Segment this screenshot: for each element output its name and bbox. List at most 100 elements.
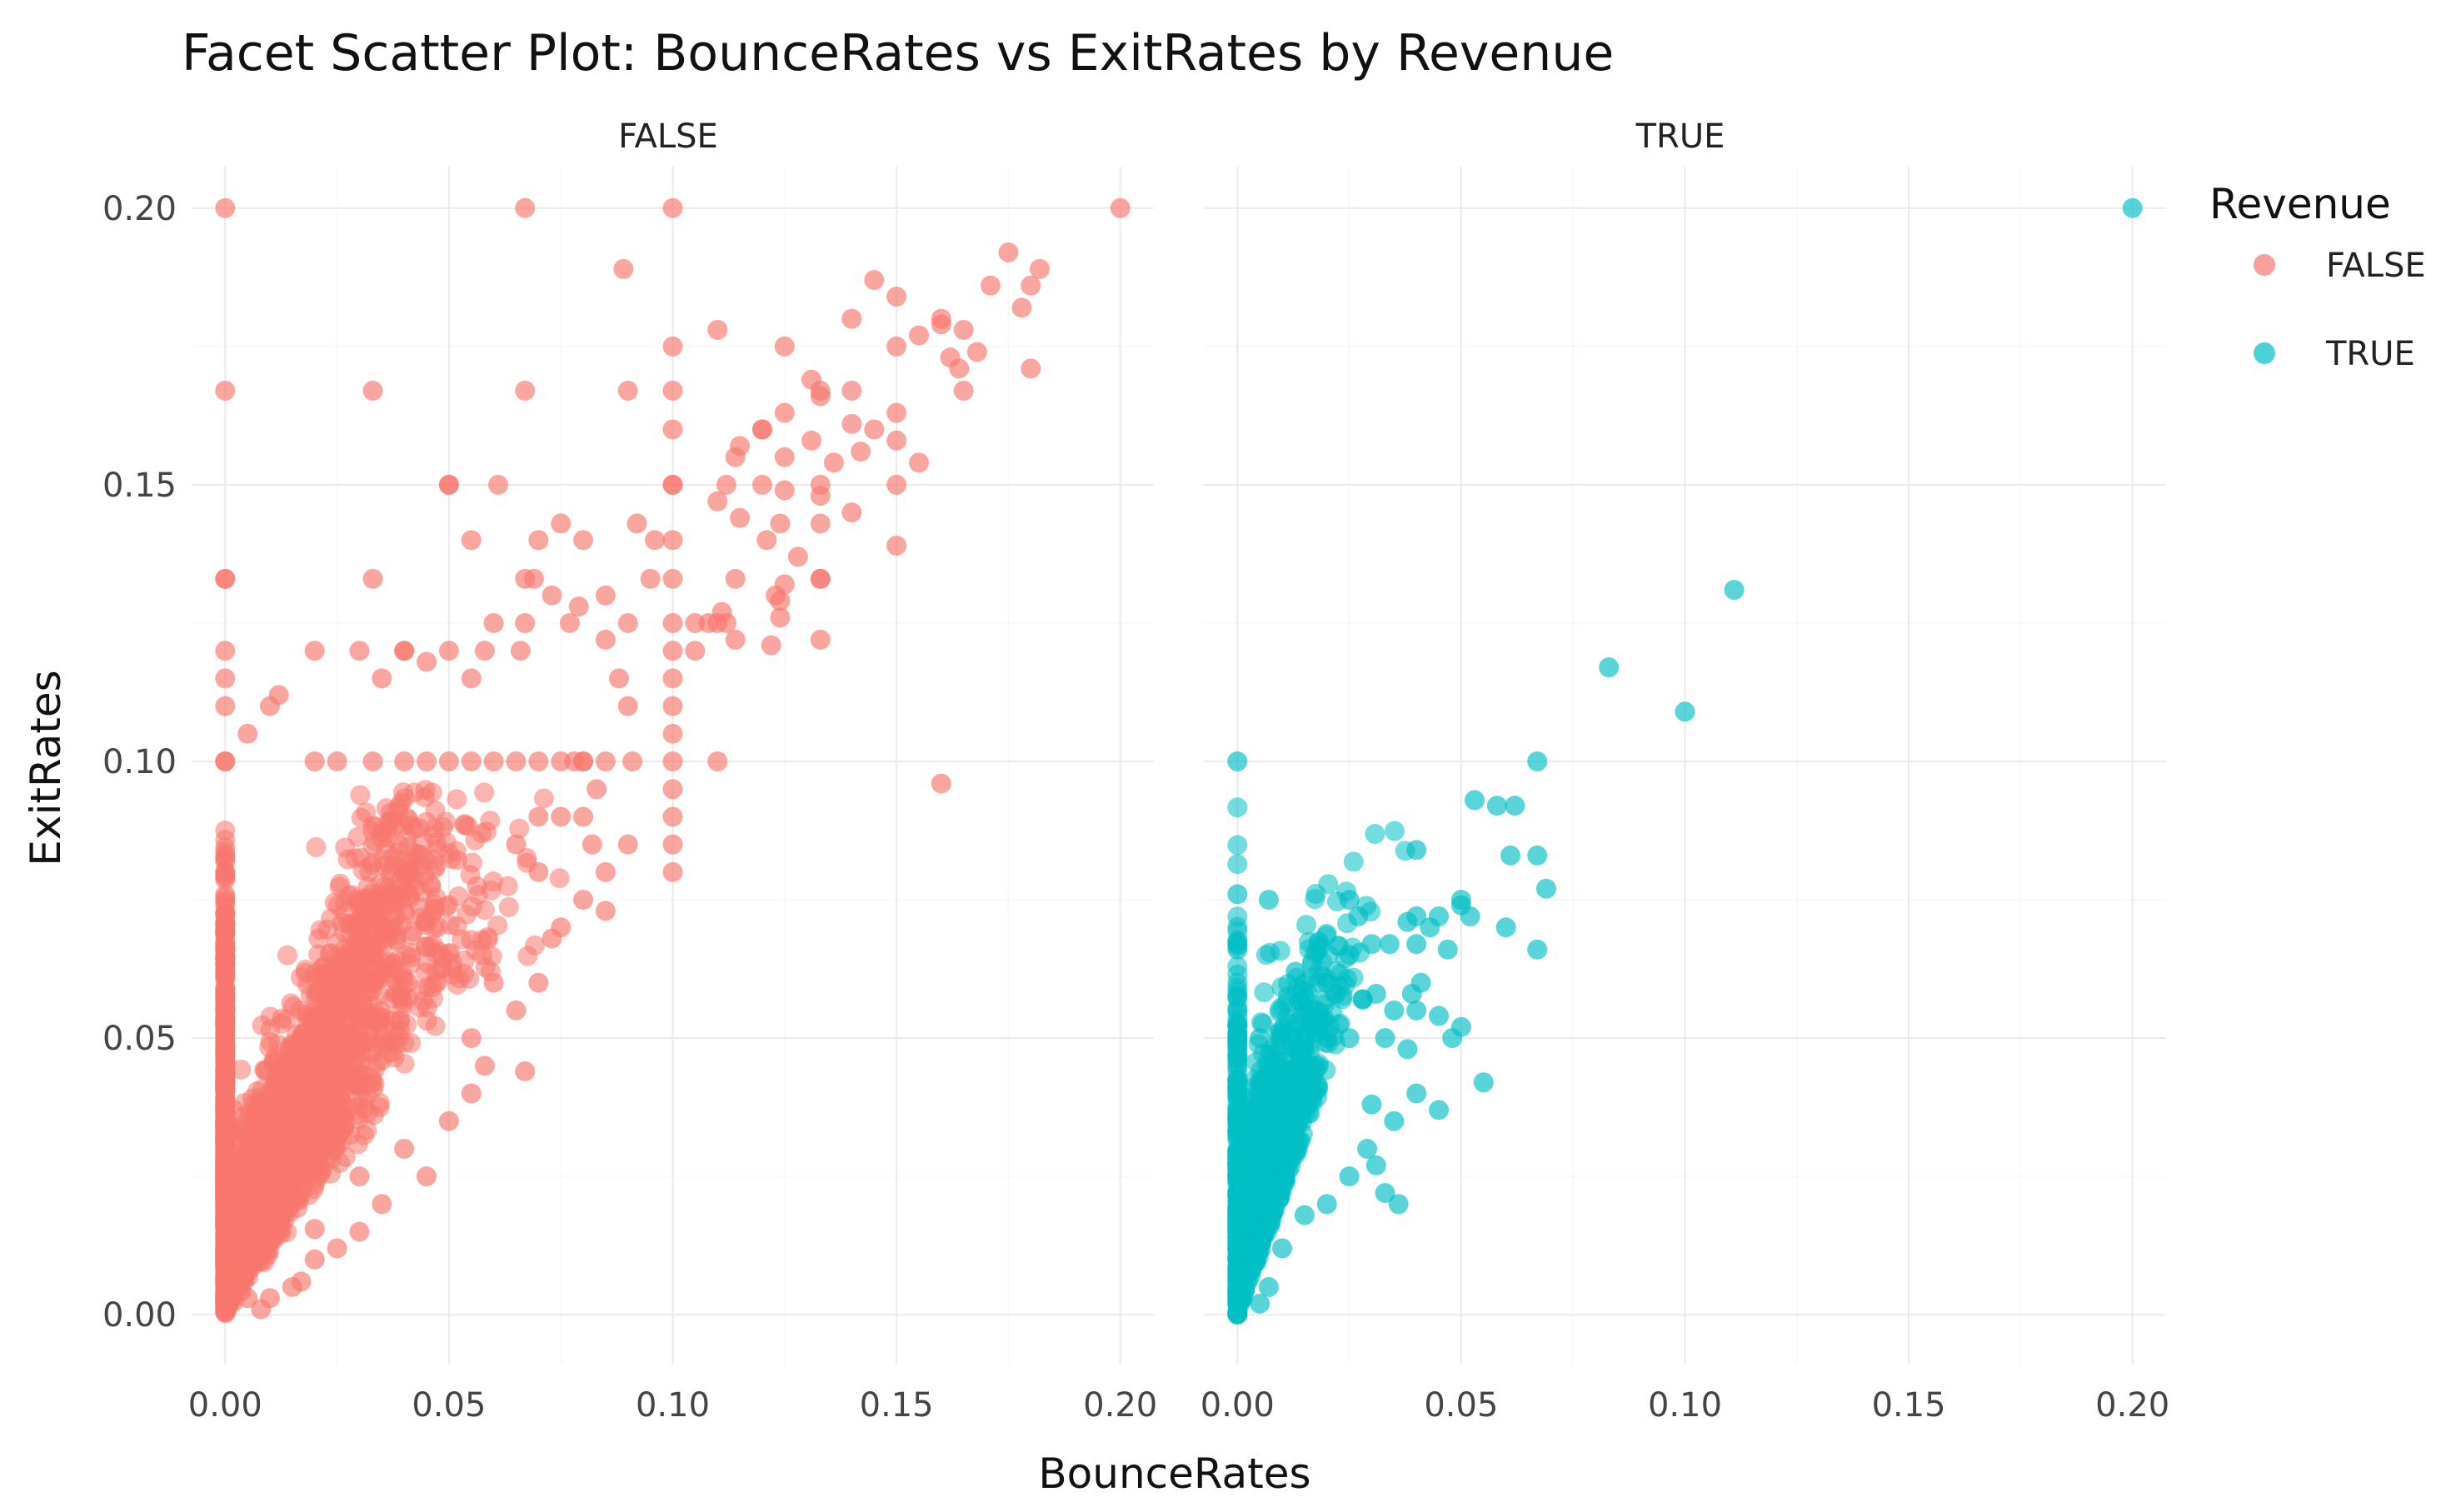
legend-key-false <box>2254 254 2275 276</box>
data-point <box>217 1292 238 1313</box>
data-point <box>787 546 808 567</box>
data-point <box>774 447 795 467</box>
data-point <box>515 568 536 589</box>
data-point <box>282 1277 302 1298</box>
x-axis-title: BounceRates <box>1038 1450 1310 1498</box>
chart-title: Facet Scatter Plot: BounceRates vs ExitR… <box>182 24 1614 82</box>
facet-strip-label: TRUE <box>1635 117 1725 156</box>
data-point <box>1325 983 1346 1004</box>
data-point <box>215 884 236 905</box>
data-point <box>886 287 907 307</box>
data-point <box>475 956 496 977</box>
data-point <box>1429 1006 1450 1026</box>
data-point <box>1527 845 1548 866</box>
data-point <box>801 369 822 390</box>
data-point <box>215 1095 236 1116</box>
data-point <box>263 1050 284 1070</box>
data-point <box>273 1191 294 1212</box>
data-point <box>1227 1115 1248 1135</box>
data-point <box>1365 824 1385 845</box>
data-point <box>1021 358 1041 379</box>
data-point <box>426 943 447 964</box>
data-point <box>908 452 929 473</box>
data-point <box>707 319 728 340</box>
data-point <box>390 1019 411 1040</box>
data-point <box>662 568 683 589</box>
data-point <box>886 336 907 357</box>
data-point <box>253 1127 274 1148</box>
x-tick-label: 0.00 <box>1201 1386 1275 1425</box>
data-point <box>1406 1083 1427 1104</box>
data-point <box>1299 939 1320 960</box>
data-point <box>841 502 862 523</box>
data-point <box>886 535 907 556</box>
data-point <box>215 1112 236 1133</box>
x-tick-label: 0.20 <box>1083 1386 1157 1425</box>
data-point <box>1339 945 1360 966</box>
data-point <box>617 696 638 716</box>
data-point <box>595 751 616 772</box>
data-point <box>1365 1155 1386 1175</box>
data-point <box>730 507 751 528</box>
data-point <box>931 773 951 794</box>
data-point <box>1535 878 1556 899</box>
data-point <box>483 751 504 772</box>
data-point <box>559 612 580 633</box>
data-point <box>841 381 862 402</box>
data-point <box>216 1131 237 1152</box>
data-point <box>1250 1124 1271 1145</box>
data-point <box>1255 1179 1276 1200</box>
data-point <box>237 1288 258 1309</box>
data-point <box>801 430 822 451</box>
data-point <box>304 641 325 661</box>
data-point <box>483 972 504 993</box>
x-tick-label: 0.15 <box>1872 1386 1946 1425</box>
data-point <box>573 530 594 551</box>
data-point <box>215 197 236 218</box>
data-point <box>372 668 392 689</box>
data-point <box>810 386 831 407</box>
x-tick-label: 0.20 <box>2095 1386 2169 1425</box>
data-point <box>528 806 549 827</box>
data-point <box>1272 1238 1293 1259</box>
data-point <box>215 1078 236 1099</box>
data-point <box>1273 1017 1294 1038</box>
data-point <box>383 816 404 836</box>
data-point <box>886 474 907 495</box>
data-point <box>265 1114 286 1135</box>
data-point <box>347 996 368 1017</box>
data-point <box>886 430 907 451</box>
data-point <box>1429 1100 1450 1120</box>
data-point <box>1227 977 1248 998</box>
data-point <box>277 945 297 966</box>
data-point <box>515 612 536 633</box>
data-point <box>1227 939 1248 960</box>
data-point <box>568 596 589 617</box>
data-point <box>217 1215 237 1236</box>
data-point <box>1245 1052 1266 1073</box>
data-point <box>662 861 683 882</box>
data-point <box>613 258 634 279</box>
data-point <box>1397 911 1418 932</box>
data-point <box>931 314 951 335</box>
data-point <box>617 612 638 633</box>
data-point <box>440 915 461 936</box>
data-point <box>327 1238 347 1259</box>
data-point <box>1252 1195 1273 1215</box>
data-point <box>1343 851 1364 872</box>
data-point <box>1227 1305 1248 1325</box>
data-point <box>1271 1170 1292 1191</box>
data-point <box>662 419 683 440</box>
data-point <box>487 474 508 495</box>
data-point <box>269 1089 290 1110</box>
data-point <box>573 751 594 772</box>
data-point <box>426 856 447 876</box>
data-point <box>461 530 482 551</box>
data-point <box>1258 890 1279 911</box>
data-point <box>306 836 327 857</box>
data-point <box>352 917 372 938</box>
data-point <box>438 641 459 661</box>
data-point <box>215 1012 236 1033</box>
data-point <box>310 920 331 941</box>
